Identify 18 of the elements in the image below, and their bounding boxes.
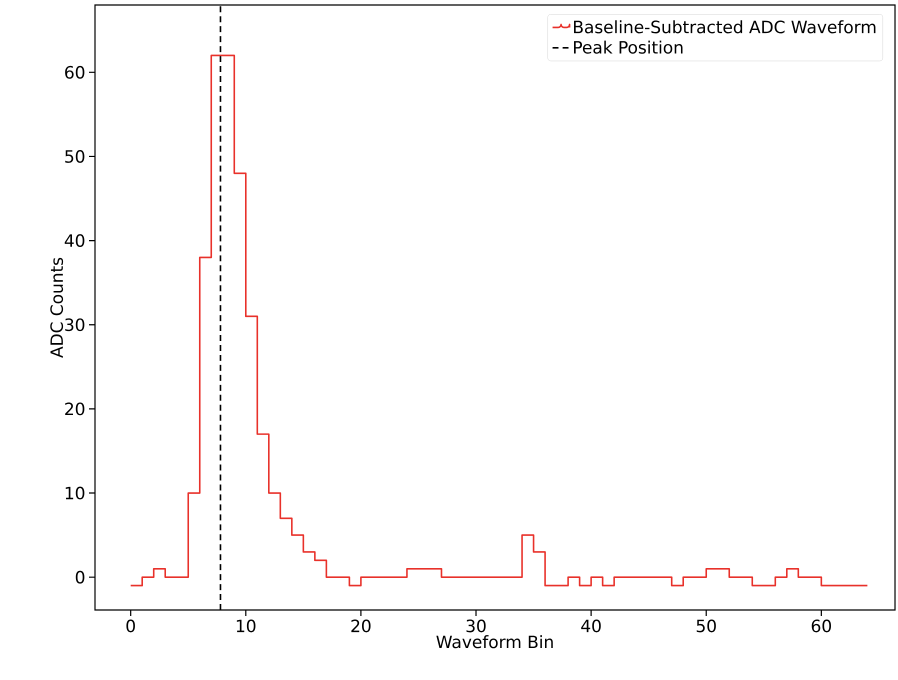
x-tick-label: 10 [236,620,256,632]
x-tick-label: 40 [581,620,601,632]
y-tick-label: 40 [64,234,84,247]
y-tick-label: 60 [65,66,84,79]
y-axis-title: ADC Counts [50,258,64,358]
x-tick-label: 50 [696,620,716,632]
y-tick-label: 30 [65,318,84,332]
x-tick-label: 60 [812,620,831,632]
y-tick-label: 20 [65,402,84,416]
y-tick-label: 10 [66,486,84,500]
x-axis-title: Waveform Bin [436,635,553,648]
x-tick-label: 30 [466,620,486,632]
y-tick-label: 0 [76,570,84,584]
x-tick-label: 0 [126,620,135,632]
x-tick-label: 20 [351,620,371,632]
ref-line-label: Peak Position [574,40,682,54]
y-tick-label: 50 [65,150,84,163]
legend-label: Baseline-Subtracted ADC Waveform [574,20,876,34]
